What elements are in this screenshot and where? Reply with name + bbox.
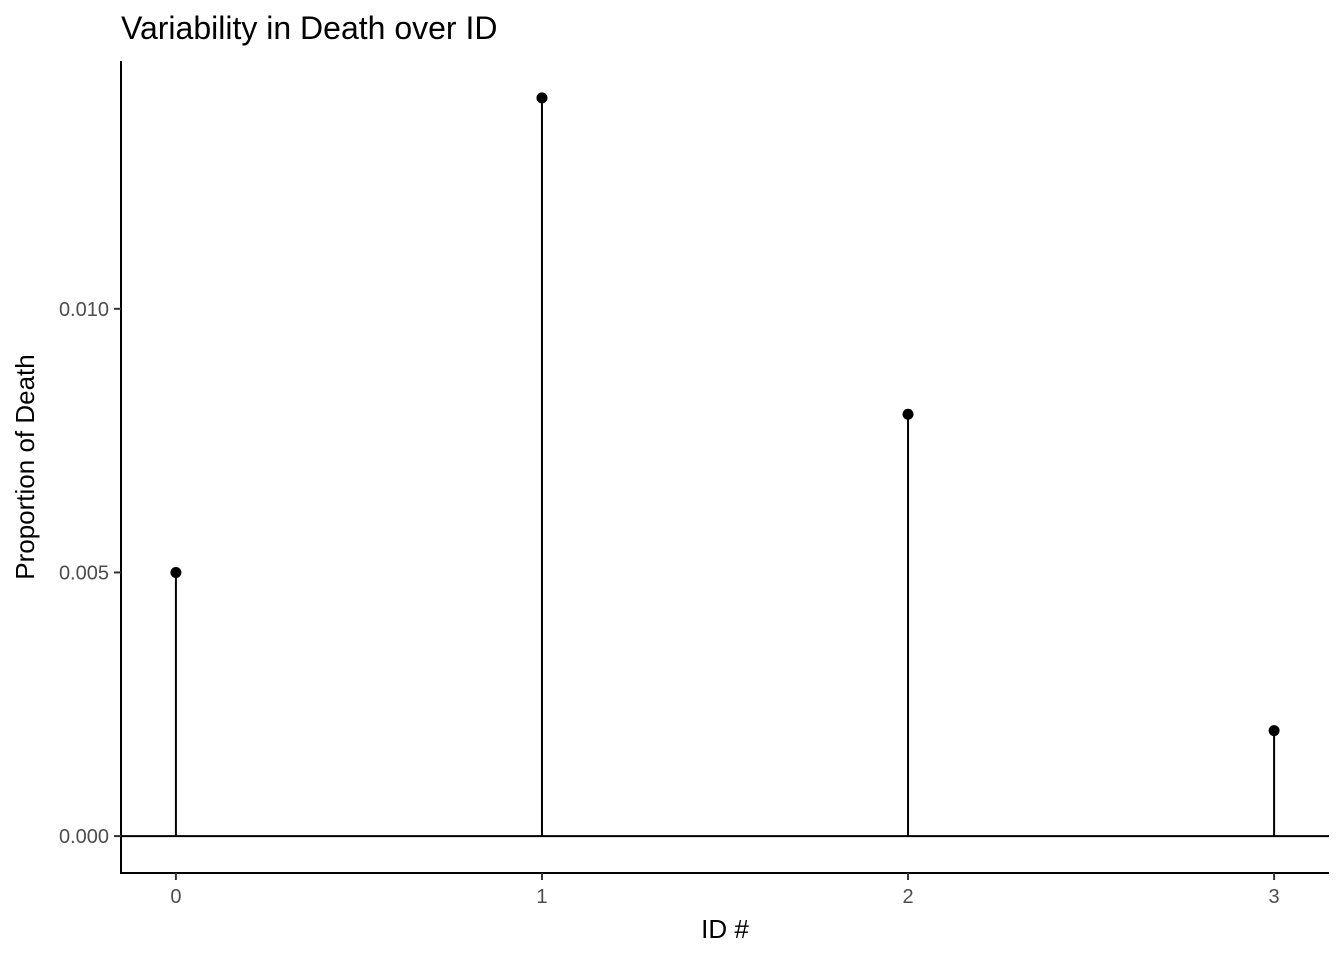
data-point-3 <box>1268 725 1280 737</box>
data-point-2 <box>902 408 914 420</box>
x-tick-label-0: 0 <box>170 886 181 908</box>
x-tick-label-1: 1 <box>536 886 547 908</box>
y-tick-label-2: 0.010 <box>59 299 109 321</box>
y-axis-title: Proportion of Death <box>10 354 40 579</box>
x-ticks: 0 1 2 3 <box>170 873 1280 908</box>
plot-area <box>121 92 1329 838</box>
chart-title: Variability in Death over ID <box>121 10 497 46</box>
x-axis-title: ID # <box>701 914 749 944</box>
x-tick-label-2: 2 <box>902 886 913 908</box>
y-tick-label-0: 0.000 <box>59 826 109 848</box>
y-ticks: 0.000 0.005 0.010 <box>59 299 121 848</box>
data-point-0 <box>170 566 182 578</box>
x-tick-label-3: 3 <box>1269 886 1280 908</box>
y-tick-label-1: 0.005 <box>59 562 109 584</box>
data-point-1 <box>536 92 548 104</box>
